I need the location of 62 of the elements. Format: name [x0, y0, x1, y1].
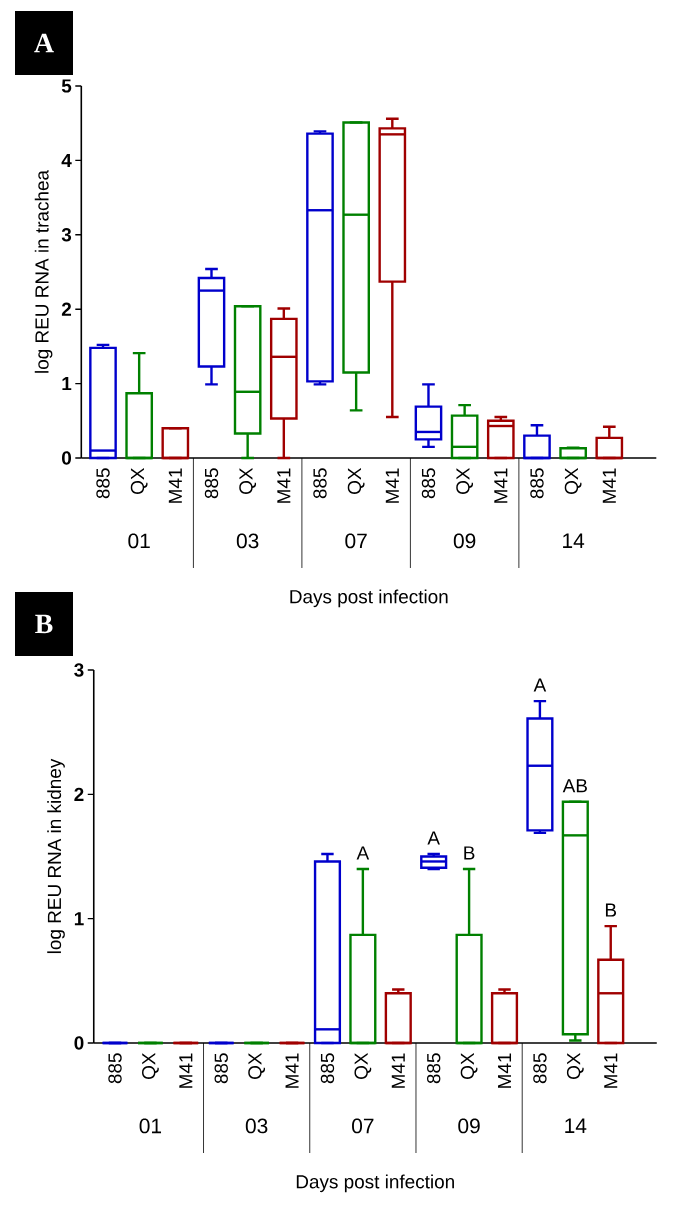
- text: QX: [354, 1052, 372, 1079]
- text: M41: [498, 1053, 512, 1088]
- legend-label: M41: [179, 1053, 193, 1088]
- legend-label: M41: [168, 468, 182, 503]
- text: QX: [239, 467, 257, 494]
- text: QX: [456, 467, 474, 494]
- y-tick-label: 1: [74, 912, 84, 926]
- y-tick-label: 0: [62, 451, 72, 465]
- y-axis-title: log REU RNA in trachea: [34, 169, 53, 373]
- y-tick-label: 1: [62, 377, 72, 391]
- x-tick-label: 07: [352, 1118, 374, 1134]
- y-tick-label: 3: [61, 228, 72, 242]
- chart-title: A: [34, 33, 54, 53]
- text: 885: [313, 468, 327, 499]
- x-tick-label: 14: [563, 533, 585, 548]
- x-axis-title: Days post infection: [290, 589, 448, 608]
- x-tick-label: 03: [245, 1118, 268, 1134]
- text: M41: [385, 468, 399, 503]
- legend-label: 885: [108, 1053, 122, 1084]
- text: QX: [248, 1052, 266, 1079]
- x-tick-label: 14: [565, 1118, 587, 1133]
- text: M41: [494, 468, 508, 503]
- text: M41: [285, 1053, 299, 1088]
- text: QX: [564, 467, 582, 494]
- text: QX: [460, 1052, 478, 1079]
- x-tick-label: 07: [345, 533, 367, 549]
- text: M41: [604, 1053, 618, 1088]
- text: QX: [566, 1052, 584, 1079]
- y-tick-label: 4: [61, 153, 72, 167]
- x-axis-title: Days post infection: [296, 1174, 454, 1193]
- text: B: [605, 903, 617, 917]
- y-tick-label: 2: [61, 302, 72, 316]
- text: AB: [562, 779, 587, 793]
- legend-label: 885: [96, 468, 110, 499]
- text: B: [464, 846, 475, 860]
- legend-label: QX: [130, 467, 148, 494]
- text: M41: [602, 468, 616, 503]
- text: 885: [320, 1053, 335, 1084]
- text: 885: [204, 468, 219, 499]
- text: 885: [533, 1053, 547, 1084]
- text: A: [533, 678, 547, 692]
- text: 885: [530, 468, 544, 499]
- x-tick-label: 03: [236, 533, 259, 549]
- text: M41: [277, 468, 291, 503]
- x-tick-label: 09: [458, 1118, 480, 1134]
- text: A: [356, 846, 370, 860]
- x-tick-label: 09: [453, 533, 476, 549]
- x-tick-label: 01: [139, 1118, 162, 1134]
- text: 885: [214, 1053, 228, 1084]
- text: M41: [391, 1053, 405, 1088]
- y-tick-label: 3: [74, 663, 84, 677]
- text: 885: [421, 468, 436, 499]
- y-tick-label: 5: [61, 79, 72, 93]
- chart-title: B: [35, 614, 53, 634]
- text: QX: [347, 467, 365, 494]
- text: 885: [426, 1053, 441, 1084]
- legend-label: QX: [142, 1052, 159, 1079]
- y-axis-title: log REU RNA in kidney: [47, 758, 65, 954]
- y-tick-label: 2: [74, 787, 84, 801]
- text: A: [427, 831, 440, 845]
- x-tick-label: 01: [128, 533, 150, 549]
- y-tick-label: 0: [74, 1036, 84, 1050]
